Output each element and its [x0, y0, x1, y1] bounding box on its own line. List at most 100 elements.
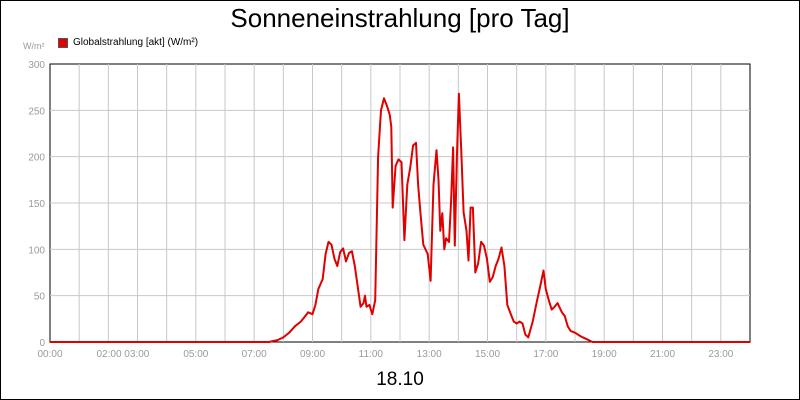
data-point [450, 202, 452, 204]
legend: Globalstrahlung [akt] (W/m²) [58, 37, 198, 48]
data-point [330, 243, 333, 246]
data-point [564, 315, 566, 317]
data-point [371, 313, 374, 316]
data-point [368, 304, 371, 306]
y-unit-label: W/m² [23, 41, 45, 51]
data-point [553, 306, 556, 308]
data-point [300, 320, 302, 323]
data-point [503, 265, 506, 267]
data-point [356, 285, 359, 288]
x-tick-label: 05:00 [183, 349, 208, 360]
data-point [494, 265, 497, 267]
x-tick-label: 00:00 [37, 349, 62, 360]
data-point [486, 257, 488, 260]
x-tick-label: 02:00 03:00 [97, 349, 150, 360]
data-point [510, 313, 512, 316]
data-point [452, 146, 454, 149]
data-point [454, 244, 456, 247]
grid [50, 64, 750, 342]
data-point [441, 212, 444, 214]
data-point [391, 206, 394, 209]
data-point [348, 252, 350, 254]
data-point [377, 155, 379, 158]
data-point [462, 211, 465, 214]
data-point [426, 253, 429, 255]
y-axis-ticks: 0 50 100 150 200 250 300 [28, 60, 45, 349]
data-point [465, 230, 468, 232]
y-tick-label: 0 [39, 338, 45, 349]
data-point [339, 251, 342, 253]
x-tick-label: 11:00 [359, 349, 384, 360]
data-point [443, 248, 446, 251]
x-tick-label: 19:00 [592, 349, 617, 360]
data-point [364, 294, 366, 297]
data-point [448, 241, 450, 243]
data-point [580, 335, 582, 338]
data-point [415, 142, 417, 144]
data-point [317, 288, 320, 291]
data-point [294, 325, 296, 328]
data-point [314, 304, 317, 306]
data-point [311, 313, 314, 316]
data-point [307, 311, 309, 314]
series-group [49, 92, 751, 343]
data-point [539, 283, 542, 286]
data-point [380, 109, 382, 112]
data-point [469, 206, 472, 209]
data-point [365, 306, 368, 308]
data-point [359, 306, 362, 308]
data-point [390, 126, 393, 128]
data-point [409, 167, 412, 169]
data-point [397, 158, 400, 161]
data-point [460, 151, 463, 153]
data-point [288, 331, 291, 334]
data-point [276, 339, 279, 341]
legend-swatch [58, 37, 68, 48]
y-tick-label: 150 [28, 199, 45, 210]
data-point [489, 281, 491, 283]
data-point [474, 271, 477, 274]
x-tick-label: 09:00 [300, 349, 325, 360]
data-point [432, 183, 435, 186]
data-point [524, 333, 527, 336]
y-tick-label: 200 [28, 153, 45, 164]
data-point [383, 97, 385, 100]
data-point [49, 341, 51, 343]
data-point [585, 338, 588, 341]
data-point [394, 165, 397, 167]
data-point [569, 330, 572, 332]
data-point [521, 322, 524, 325]
y-tick-label: 100 [28, 245, 45, 256]
data-point [327, 241, 330, 243]
legend-label: Globalstrahlung [akt] (W/m²) [73, 37, 199, 48]
data-point [389, 114, 391, 116]
data-point [435, 149, 438, 151]
x-tick-label: 21:00 [650, 349, 675, 360]
data-point [412, 144, 414, 147]
x-tick-label: 17:00 [533, 349, 558, 360]
x-tick-label: 23:00 [708, 349, 733, 360]
data-point [491, 276, 494, 278]
data-point [480, 241, 482, 243]
data-point [417, 183, 419, 186]
data-point [345, 260, 347, 263]
chart-title: Sonneneinstrahlung [pro Tag] [230, 3, 570, 33]
data-point [483, 244, 485, 247]
data-point [467, 259, 470, 262]
data-point [500, 246, 503, 249]
y-tick-label: 50 [34, 292, 46, 303]
x-tick-label: 15:00 [475, 349, 500, 360]
data-point [545, 288, 547, 291]
x-tick-label: 13:00 [417, 349, 442, 360]
data-point [321, 278, 324, 280]
data-point [531, 320, 534, 323]
data-point [374, 299, 377, 302]
x-tick-label: 07:00 [242, 349, 267, 360]
data-point [550, 308, 553, 311]
date-label: 18.10 [376, 369, 424, 390]
data-point [304, 315, 307, 317]
data-point [439, 230, 442, 232]
data-point [548, 299, 550, 302]
data-point [406, 183, 409, 186]
